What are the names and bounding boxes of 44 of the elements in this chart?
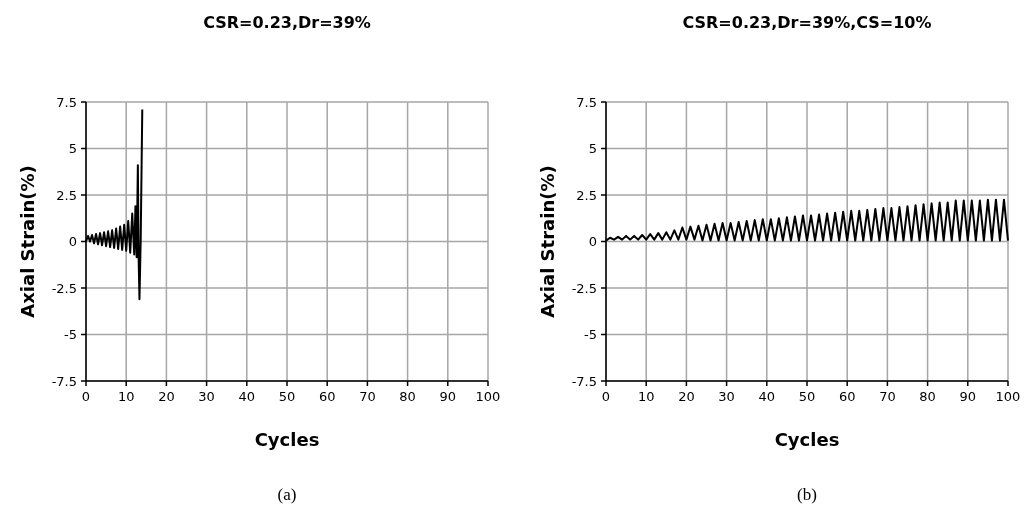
y-tick-label: 7.5 [56,94,77,110]
x-tick-label: 90 [439,389,457,404]
x-axis-title: Cycles [254,429,320,450]
chart-title: CSR=0.23,Dr=39%,CS=10% [682,13,932,32]
x-tick-label: 50 [798,389,816,404]
y-tick-label: -2.5 [51,280,77,296]
y-tick-label: -5 [584,327,597,343]
x-tick-label: 0 [81,389,91,404]
x-tick-label: 20 [158,389,175,404]
x-tick-label: 100 [995,389,1021,404]
text: (a) [277,485,297,504]
y-tick-label: 2.5 [576,187,597,203]
x-tick-label: 40 [758,389,776,404]
y-tick-label: -7.5 [51,373,77,389]
y-tick-label: 7.5 [576,94,597,110]
x-tick-label: 80 [399,389,416,404]
y-tick-label: 0 [68,234,77,250]
x-tick-label: 20 [678,389,695,404]
y-tick-label: 0 [588,234,597,250]
x-tick-label: 70 [359,389,376,404]
x-tick-label: 0 [601,389,611,404]
x-tick-label: 60 [318,389,336,404]
x-axis-title: Cycles [774,429,840,450]
x-tick-label: 40 [238,389,256,404]
x-tick-label: 30 [718,389,735,404]
y-tick-label: -5 [64,327,77,343]
x-tick-label: 100 [475,389,501,404]
x-tick-label: 10 [117,389,135,404]
x-tick-label: 30 [198,389,215,404]
x-tick-label: 80 [919,389,936,404]
y-axis-title: Axial Strain(%) [537,165,558,318]
y-tick-label: -7.5 [571,373,597,389]
x-tick-label: 60 [838,389,856,404]
chart-title: CSR=0.23,Dr=39% [203,13,371,32]
x-tick-label: 50 [278,389,296,404]
y-tick-label: -2.5 [571,280,597,296]
text: (b) [797,485,817,504]
x-tick-label: 90 [959,389,977,404]
x-tick-label: 10 [637,389,655,404]
y-tick-label: 5 [588,141,597,157]
y-axis-title: Axial Strain(%) [17,165,38,318]
x-tick-label: 70 [879,389,896,404]
y-tick-label: 2.5 [56,187,77,203]
y-tick-label: 5 [68,141,77,157]
